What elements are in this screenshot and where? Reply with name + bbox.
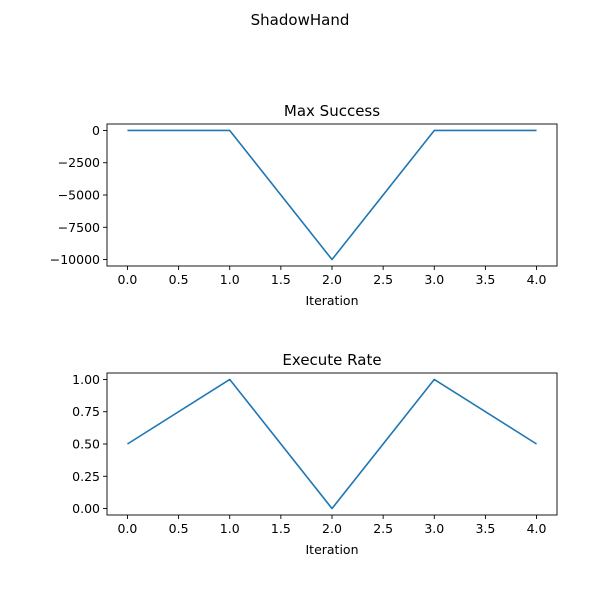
y-tick-label: −10000 xyxy=(50,252,100,267)
x-tick-label: 1.0 xyxy=(220,272,240,287)
x-tick-label: 4.0 xyxy=(527,521,547,536)
x-tick-label: 0.0 xyxy=(118,521,138,536)
x-tick-label: 3.0 xyxy=(424,272,444,287)
x-tick-label: 3.5 xyxy=(475,521,495,536)
series-line-0 xyxy=(127,129,537,261)
y-tick-label: 0.75 xyxy=(72,404,100,419)
y-tick-label: 0.25 xyxy=(72,469,100,484)
x-tick-label: 1.5 xyxy=(271,521,291,536)
x-tick-label: 2.0 xyxy=(322,272,342,287)
y-tick-label: 0 xyxy=(92,123,100,138)
x-tick-label: 3.5 xyxy=(475,272,495,287)
x-tick-label: 2.5 xyxy=(373,521,393,536)
x-tick-label: 3.0 xyxy=(424,521,444,536)
x-tick-label: 1.5 xyxy=(271,272,291,287)
x-tick-label: 2.0 xyxy=(322,521,342,536)
y-tick-label: −5000 xyxy=(58,188,100,203)
x-tick-label: 0.0 xyxy=(118,272,138,287)
y-tick-label: −7500 xyxy=(58,220,100,235)
x-tick-label: 2.5 xyxy=(373,272,393,287)
y-tick-label: 0.50 xyxy=(72,437,100,452)
series-line-0 xyxy=(127,378,537,510)
x-axis-label: Iteration xyxy=(305,293,358,308)
y-tick-label: 0.00 xyxy=(72,501,100,516)
plot-title: Execute Rate xyxy=(282,351,381,369)
x-tick-label: 4.0 xyxy=(527,272,547,287)
x-tick-label: 0.5 xyxy=(169,272,189,287)
y-tick-label: 1.00 xyxy=(72,372,100,387)
y-tick-label: −2500 xyxy=(58,155,100,170)
x-tick-label: 0.5 xyxy=(169,521,189,536)
x-axis-label: Iteration xyxy=(305,542,358,557)
x-tick-label: 1.0 xyxy=(220,521,240,536)
plot-title: Max Success xyxy=(284,102,380,120)
subplot-execute-rate: Execute Rate 0.0 0.5 1.0 1.5 2.0 2.5 3.0 3.5 4.0 1… xyxy=(72,351,558,557)
subplot-max-success: Max Success 0.0 0.5 1.0 1.5 2.0 2.5 3.0 3.5 4.0 0 −… xyxy=(50,102,558,308)
figure-suptitle: ShadowHand xyxy=(251,11,350,29)
